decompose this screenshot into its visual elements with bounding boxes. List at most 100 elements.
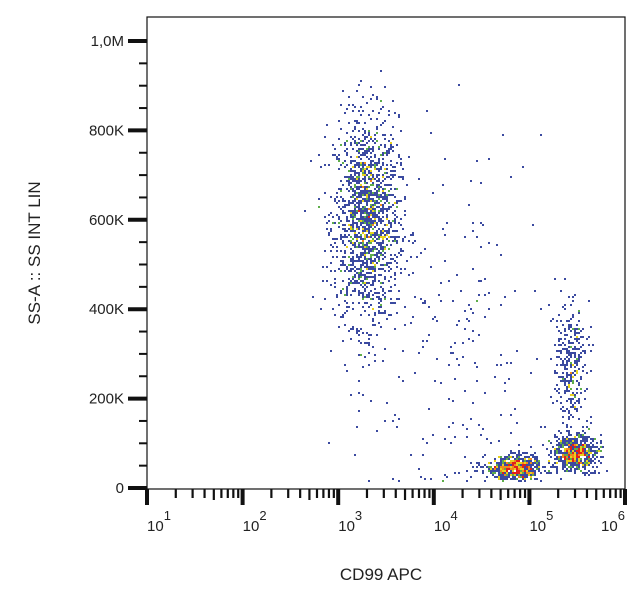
data-point bbox=[536, 458, 538, 460]
data-point bbox=[390, 194, 392, 196]
data-point bbox=[362, 162, 364, 164]
data-point bbox=[470, 180, 472, 182]
data-point bbox=[568, 458, 570, 460]
data-point bbox=[370, 200, 372, 202]
data-point bbox=[380, 274, 382, 276]
data-point bbox=[378, 216, 380, 218]
data-point bbox=[488, 242, 490, 244]
data-point bbox=[430, 132, 432, 134]
data-point bbox=[568, 346, 570, 348]
data-point bbox=[364, 284, 366, 286]
data-point bbox=[394, 202, 396, 204]
data-point bbox=[350, 226, 352, 228]
data-point bbox=[366, 214, 368, 216]
data-point bbox=[566, 386, 568, 388]
data-point bbox=[350, 230, 352, 232]
data-points bbox=[304, 70, 608, 482]
data-point bbox=[514, 468, 516, 470]
data-point bbox=[372, 208, 374, 210]
data-point bbox=[358, 256, 360, 258]
data-point bbox=[520, 454, 522, 456]
data-point bbox=[522, 474, 524, 476]
data-point bbox=[390, 236, 392, 238]
data-point bbox=[378, 194, 380, 196]
data-point bbox=[370, 212, 372, 214]
data-point bbox=[476, 300, 478, 302]
data-point bbox=[372, 254, 374, 256]
data-point bbox=[590, 442, 592, 444]
data-point bbox=[586, 456, 588, 458]
data-point bbox=[384, 278, 386, 280]
data-point bbox=[376, 132, 378, 134]
data-point bbox=[354, 210, 356, 212]
data-point bbox=[466, 436, 468, 438]
data-point bbox=[516, 460, 518, 462]
data-point bbox=[370, 208, 372, 210]
data-point bbox=[562, 436, 564, 438]
data-point bbox=[500, 468, 502, 470]
data-point bbox=[370, 226, 372, 228]
data-point bbox=[402, 168, 404, 170]
data-point bbox=[368, 178, 370, 180]
data-point bbox=[364, 342, 366, 344]
data-point bbox=[374, 218, 376, 220]
data-point bbox=[530, 470, 532, 472]
data-point bbox=[374, 314, 376, 316]
data-point bbox=[382, 242, 384, 244]
data-point bbox=[560, 478, 562, 480]
data-point bbox=[524, 480, 526, 482]
data-point bbox=[424, 478, 426, 480]
data-point bbox=[500, 460, 502, 462]
data-point bbox=[364, 290, 366, 292]
data-point bbox=[506, 476, 508, 478]
data-point bbox=[556, 466, 558, 468]
data-point bbox=[370, 298, 372, 300]
data-point bbox=[376, 176, 378, 178]
data-point bbox=[330, 228, 332, 230]
data-point bbox=[570, 448, 572, 450]
data-point bbox=[358, 172, 360, 174]
data-point bbox=[576, 324, 578, 326]
data-point bbox=[470, 476, 472, 478]
data-point bbox=[498, 474, 500, 476]
data-point bbox=[362, 190, 364, 192]
data-point bbox=[348, 284, 350, 286]
data-point bbox=[556, 436, 558, 438]
data-point bbox=[510, 474, 512, 476]
data-point bbox=[342, 184, 344, 186]
data-point bbox=[510, 176, 512, 178]
data-point bbox=[408, 156, 410, 158]
data-point bbox=[334, 270, 336, 272]
data-point bbox=[370, 232, 372, 234]
data-point bbox=[420, 252, 422, 254]
data-point bbox=[550, 466, 552, 468]
data-point bbox=[360, 140, 362, 142]
data-point bbox=[522, 464, 524, 466]
data-point bbox=[380, 230, 382, 232]
data-point bbox=[362, 96, 364, 98]
data-point bbox=[562, 468, 564, 470]
data-point bbox=[356, 180, 358, 182]
data-point bbox=[370, 248, 372, 250]
data-point bbox=[378, 220, 380, 222]
data-point bbox=[560, 332, 562, 334]
data-point bbox=[364, 218, 366, 220]
data-point bbox=[600, 450, 602, 452]
data-point bbox=[506, 456, 508, 458]
data-point bbox=[556, 448, 558, 450]
data-point bbox=[564, 304, 566, 306]
data-point bbox=[576, 348, 578, 350]
data-point bbox=[344, 204, 346, 206]
data-point bbox=[578, 444, 580, 446]
data-point bbox=[384, 298, 386, 300]
data-point bbox=[368, 216, 370, 218]
data-point bbox=[344, 270, 346, 272]
data-point bbox=[342, 162, 344, 164]
data-point bbox=[396, 298, 398, 300]
data-point bbox=[392, 236, 394, 238]
data-point bbox=[568, 342, 570, 344]
data-point bbox=[326, 124, 328, 126]
data-point bbox=[598, 450, 600, 452]
data-point bbox=[366, 150, 368, 152]
data-point bbox=[356, 328, 358, 330]
